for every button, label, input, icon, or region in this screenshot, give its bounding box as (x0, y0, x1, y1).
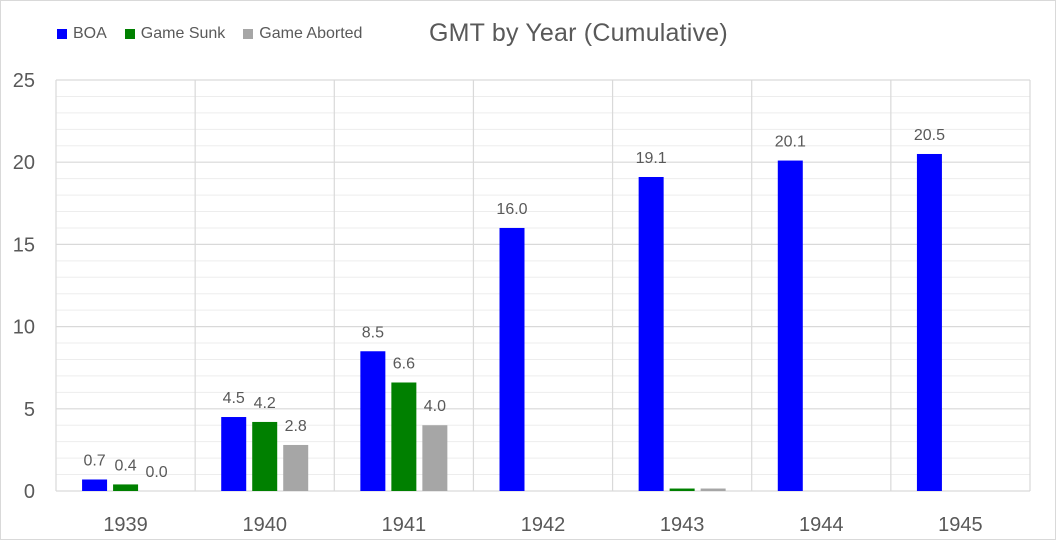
legend-label-game-sunk: Game Sunk (140, 25, 226, 42)
data-label: 0.7 (83, 452, 105, 469)
legend: BOA Game Sunk Game Aborted (57, 25, 362, 43)
data-label: 16.0 (496, 201, 527, 218)
bar-game-aborted (422, 425, 448, 491)
x-tick-label: 1939 (103, 514, 148, 536)
y-tick-label: 20 (13, 152, 35, 174)
x-tick-label: 1942 (521, 514, 566, 536)
y-tick-label: 5 (24, 399, 35, 421)
bar-boa (638, 176, 664, 491)
legend-item-game-aborted: Game Aborted (243, 25, 362, 43)
bar-boa (221, 417, 247, 491)
bar-boa (777, 160, 803, 491)
x-tick-label: 1940 (242, 514, 287, 536)
x-tick-label: 1945 (938, 514, 983, 536)
bar-boa (499, 227, 525, 491)
bar-boa (82, 479, 108, 491)
bar-game-aborted (700, 488, 726, 491)
bar-game-sunk (669, 488, 695, 491)
y-tick-label: 0 (24, 481, 35, 503)
data-label: 0.0 (145, 464, 167, 481)
data-label: 2.8 (285, 418, 307, 435)
y-tick-label: 15 (13, 234, 35, 256)
legend-item-game-sunk: Game Sunk (124, 25, 226, 43)
data-label: 19.1 (636, 150, 667, 167)
legend-label-game-aborted: Game Aborted (259, 25, 363, 42)
chart-title: GMT by Year (Cumulative) (429, 19, 728, 47)
x-tick-label: 1941 (382, 514, 427, 536)
y-tick-label: 25 (13, 70, 35, 92)
data-label: 4.5 (223, 390, 245, 407)
data-label: 4.0 (424, 398, 446, 415)
legend-swatch-game-aborted (243, 29, 254, 39)
legend-swatch-game-sunk (124, 29, 135, 39)
bar-boa (360, 351, 386, 491)
x-tick-label: 1943 (660, 514, 705, 536)
bar-game-sunk (252, 421, 278, 491)
bar-boa (916, 153, 942, 492)
legend-item-boa: BOA (57, 25, 107, 43)
data-label: 4.2 (254, 395, 276, 412)
data-label: 6.6 (393, 355, 415, 372)
x-tick-label: 1944 (799, 514, 844, 536)
legend-label-boa: BOA (73, 25, 107, 42)
data-label: 20.5 (914, 127, 945, 144)
data-label: 20.1 (775, 134, 806, 151)
y-tick-label: 10 (13, 317, 35, 339)
data-label: 8.5 (362, 324, 384, 341)
bar-game-sunk (391, 382, 417, 491)
bar-game-aborted (283, 444, 309, 491)
bar-game-sunk (113, 484, 139, 491)
data-label: 0.4 (114, 457, 136, 474)
legend-swatch-boa (57, 29, 67, 39)
